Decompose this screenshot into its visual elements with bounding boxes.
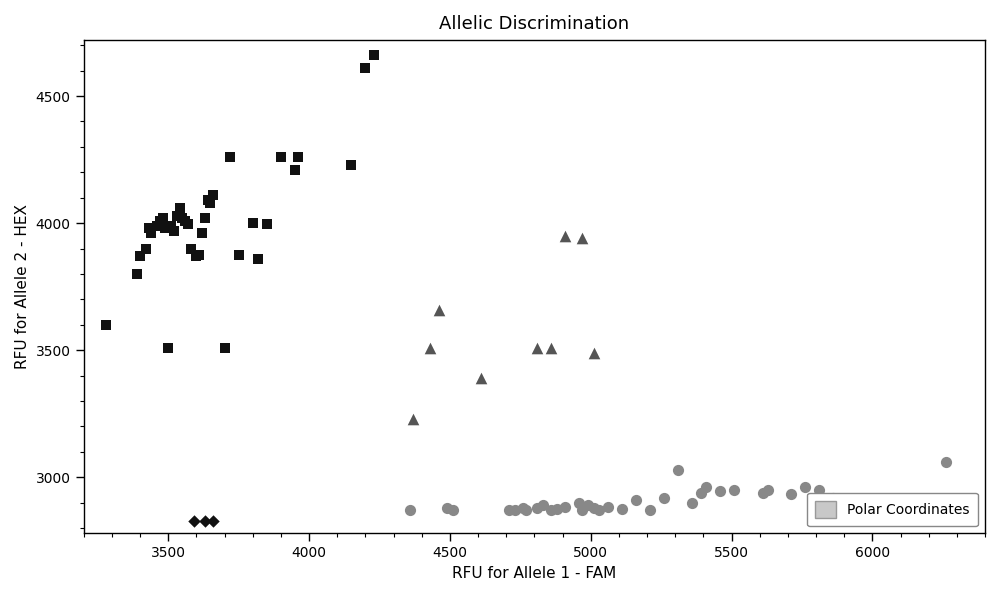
Point <box>501 505 517 515</box>
Point <box>529 503 545 513</box>
Point <box>439 503 455 513</box>
Point <box>614 504 630 514</box>
Point <box>132 252 148 261</box>
Point <box>250 254 266 263</box>
Legend: Polar Coordinates: Polar Coordinates <box>807 493 978 526</box>
Point <box>138 244 154 253</box>
Point <box>755 488 771 497</box>
Point <box>169 211 185 221</box>
Point <box>191 250 207 260</box>
Point <box>574 234 590 243</box>
Point <box>143 228 159 238</box>
Point <box>535 501 551 510</box>
Point <box>343 160 359 169</box>
Point <box>188 252 204 261</box>
Point <box>202 198 218 207</box>
Point <box>557 231 573 241</box>
Point <box>938 457 954 467</box>
Point <box>357 63 373 73</box>
Point <box>422 343 438 352</box>
Point <box>543 505 559 515</box>
Point <box>591 505 607 515</box>
Point <box>273 152 289 162</box>
Point <box>160 343 176 352</box>
Point <box>515 503 531 513</box>
Point <box>698 483 714 492</box>
Point <box>473 374 489 383</box>
Point <box>670 465 686 474</box>
Point <box>194 228 210 238</box>
Point <box>129 269 145 279</box>
Point <box>149 221 165 231</box>
Point <box>205 516 221 525</box>
Point <box>366 51 382 60</box>
Point <box>543 343 559 352</box>
Point <box>186 516 202 525</box>
Point <box>222 152 238 162</box>
Title: Allelic Discrimination: Allelic Discrimination <box>439 15 629 33</box>
Point <box>245 218 261 228</box>
Point <box>783 489 799 499</box>
Point <box>157 224 173 233</box>
Y-axis label: RFU for Allele 2 - HEX: RFU for Allele 2 - HEX <box>15 204 30 369</box>
Point <box>231 250 247 260</box>
Point <box>259 220 275 229</box>
Point <box>507 505 523 515</box>
Point <box>290 152 306 162</box>
Point <box>163 221 179 231</box>
Point <box>197 516 213 525</box>
Point <box>811 485 827 495</box>
Point <box>172 203 188 213</box>
X-axis label: RFU for Allele 1 - FAM: RFU for Allele 1 - FAM <box>452 566 616 581</box>
Point <box>825 493 841 502</box>
Point <box>200 195 216 205</box>
Point <box>287 165 303 175</box>
Point <box>152 216 168 225</box>
Point <box>628 495 644 505</box>
Point <box>693 488 709 497</box>
Point <box>431 305 447 314</box>
Point <box>155 213 171 223</box>
Point <box>180 220 196 229</box>
Point <box>183 244 199 253</box>
Point <box>580 501 596 510</box>
Point <box>141 224 157 233</box>
Point <box>197 213 213 223</box>
Point <box>217 343 233 352</box>
Point <box>98 320 114 330</box>
Point <box>405 414 421 424</box>
Point <box>684 498 700 508</box>
Point <box>557 502 573 511</box>
Point <box>797 483 813 492</box>
Point <box>571 498 587 508</box>
Point <box>177 216 193 225</box>
Point <box>642 505 658 515</box>
Point <box>174 213 190 223</box>
Point <box>445 505 461 515</box>
Point <box>600 502 616 511</box>
Point <box>166 226 182 235</box>
Point <box>402 505 418 515</box>
Point <box>726 485 742 495</box>
Point <box>586 503 602 513</box>
Point <box>529 343 545 352</box>
Point <box>586 348 602 358</box>
Point <box>574 505 590 515</box>
Point <box>656 493 672 502</box>
Point <box>205 190 221 200</box>
Point <box>760 485 776 495</box>
Point <box>712 486 728 496</box>
Point <box>518 505 534 515</box>
Point <box>549 504 565 514</box>
